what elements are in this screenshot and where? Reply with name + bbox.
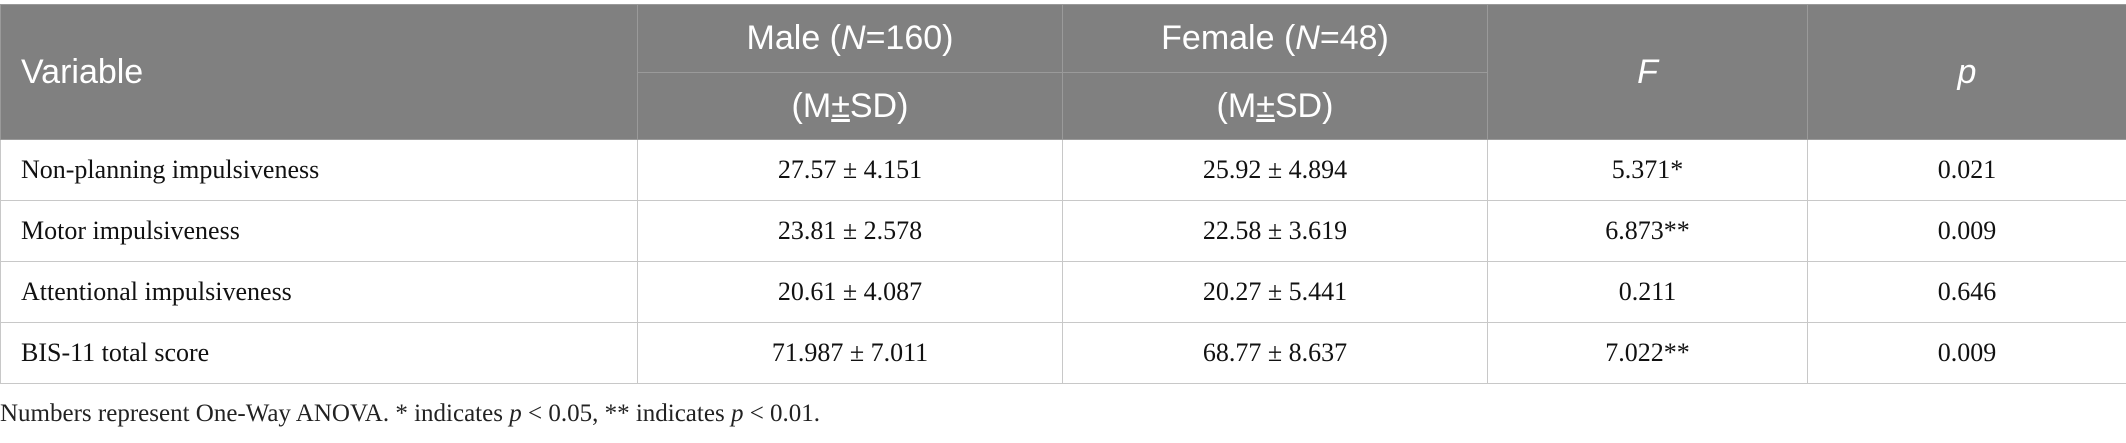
header-female: Female (N=48) xyxy=(1062,4,1488,73)
header-male-stat: (M±SD) xyxy=(637,72,1063,140)
cell-f: 0.211 xyxy=(1487,261,1808,323)
cell-male: 23.81 ± 2.578 xyxy=(637,200,1063,262)
table-body: Non-planning impulsiveness 27.57 ± 4.151… xyxy=(0,139,2126,384)
cell-male: 71.987 ± 7.011 xyxy=(637,322,1063,384)
results-table: Variable Male (N=160) Female (N=48) F p … xyxy=(0,4,2126,384)
table-row: Non-planning impulsiveness 27.57 ± 4.151… xyxy=(0,139,2126,201)
cell-p: 0.009 xyxy=(1807,322,2126,384)
cell-female: 22.58 ± 3.619 xyxy=(1062,200,1488,262)
cell-female: 25.92 ± 4.894 xyxy=(1062,139,1488,201)
cell-male: 27.57 ± 4.151 xyxy=(637,139,1063,201)
table-footnote: Numbers represent One-Way ANOVA. * indic… xyxy=(0,400,821,427)
table-row: BIS-11 total score 71.987 ± 7.011 68.77 … xyxy=(0,322,2126,384)
cell-f: 5.371* xyxy=(1487,139,1808,201)
header-male: Male (N=160) xyxy=(637,4,1063,73)
header-f: F xyxy=(1487,4,1808,140)
cell-variable: BIS-11 total score xyxy=(0,322,638,384)
cell-variable: Motor impulsiveness xyxy=(0,200,638,262)
header-female-stat: (M±SD) xyxy=(1062,72,1488,140)
table-header: Variable Male (N=160) Female (N=48) F p … xyxy=(0,4,2126,140)
cell-f: 6.873** xyxy=(1487,200,1808,262)
cell-variable: Non-planning impulsiveness xyxy=(0,139,638,201)
header-variable: Variable xyxy=(0,4,638,140)
cell-female: 68.77 ± 8.637 xyxy=(1062,322,1488,384)
cell-p: 0.009 xyxy=(1807,200,2126,262)
header-p: p xyxy=(1807,4,2126,140)
cell-variable: Attentional impulsiveness xyxy=(0,261,638,323)
cell-female: 20.27 ± 5.441 xyxy=(1062,261,1488,323)
cell-p: 0.646 xyxy=(1807,261,2126,323)
cell-male: 20.61 ± 4.087 xyxy=(637,261,1063,323)
cell-p: 0.021 xyxy=(1807,139,2126,201)
table-row: Motor impulsiveness 23.81 ± 2.578 22.58 … xyxy=(0,200,2126,262)
cell-f: 7.022** xyxy=(1487,322,1808,384)
table-row: Attentional impulsiveness 20.61 ± 4.087 … xyxy=(0,261,2126,323)
